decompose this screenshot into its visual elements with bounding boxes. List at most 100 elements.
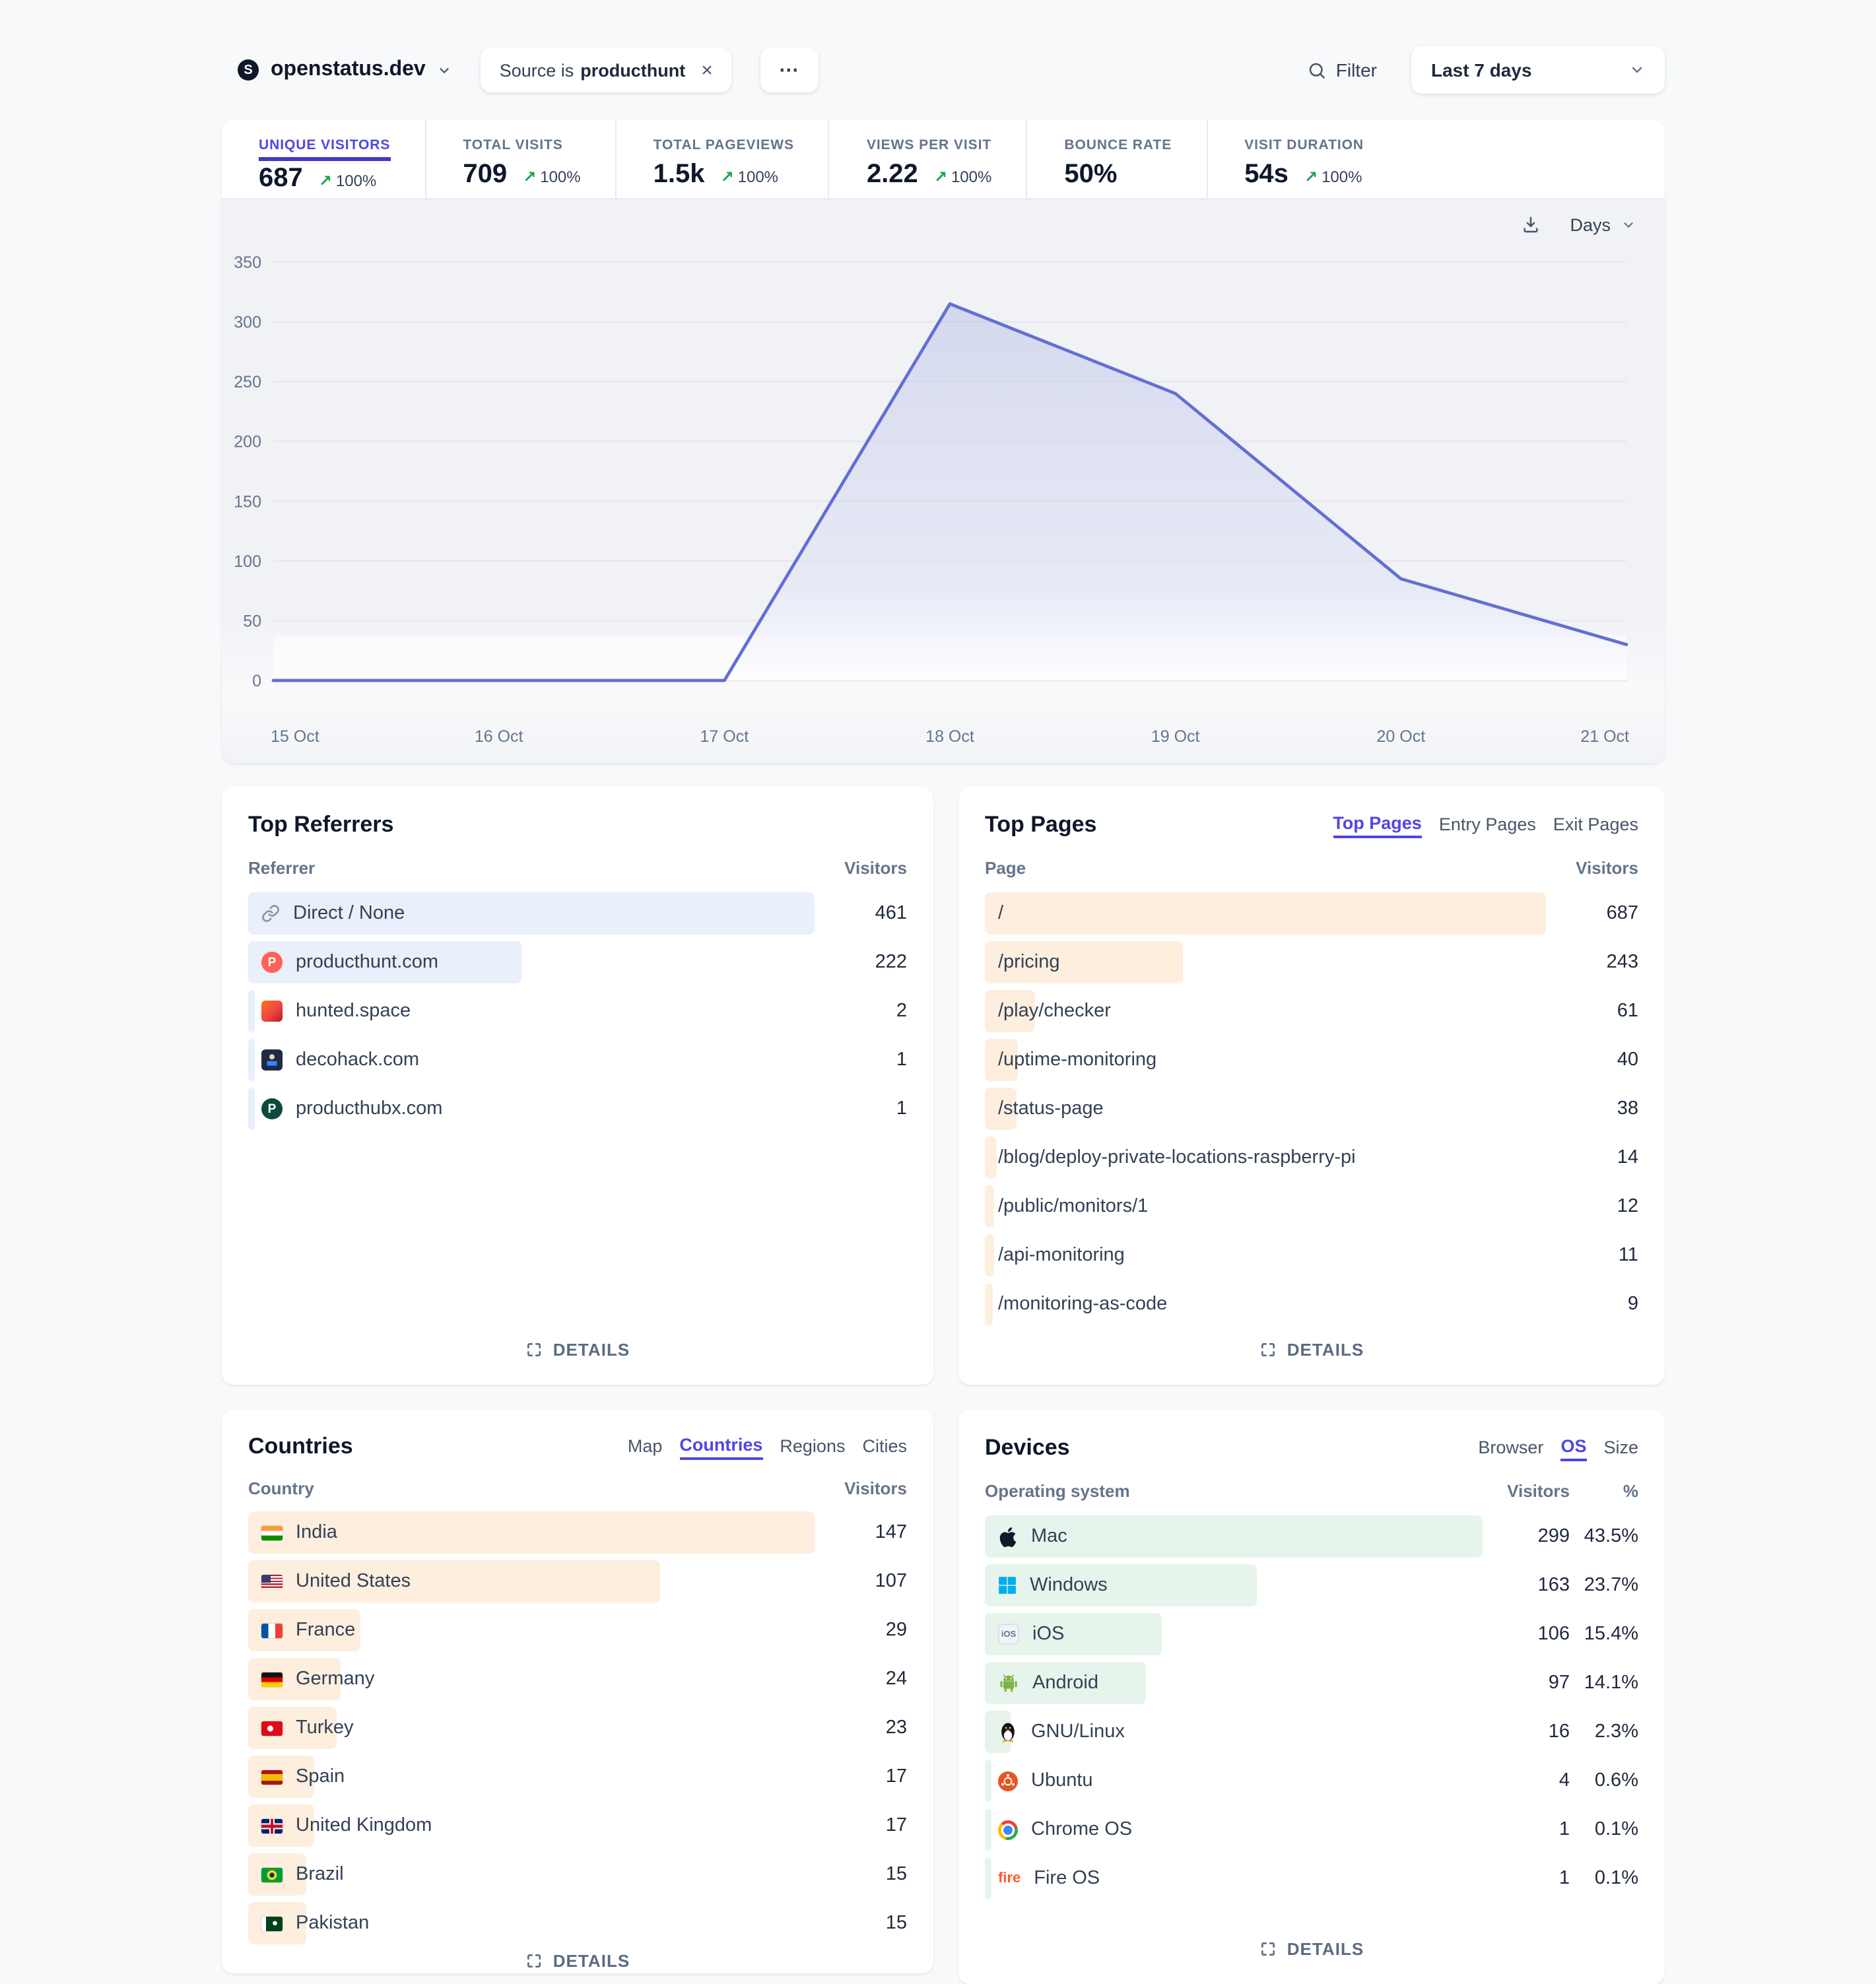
row-visitors: 1 [1558,1819,1570,1840]
stat-bounce-rate[interactable]: BOUNCE RATE 50% [1026,120,1206,198]
close-icon[interactable]: × [701,59,713,81]
row-label: /play/checker [998,1001,1111,1022]
stat-views-per-visit[interactable]: VIEWS PER VISIT 2.22 ↗ 100% [828,120,1026,198]
expand-corners-icon [1259,1340,1277,1358]
row-label: / [998,903,1004,924]
more-filters-button[interactable]: ⋯ [760,48,819,92]
details-button[interactable]: DETAILS [985,1332,1638,1366]
filter-button[interactable]: Filter [1307,59,1377,81]
tab-browser[interactable]: Browser [1478,1437,1544,1457]
tab-os[interactable]: OS [1560,1436,1587,1461]
site-selector[interactable]: S openstatus.dev [238,58,452,82]
tab-exit-pages[interactable]: Exit Pages [1553,814,1638,834]
table-row[interactable]: /public/monitors/1 12 [985,1185,1638,1228]
table-row[interactable]: Spain 17 [248,1756,907,1798]
devices-panel: Devices Browser OS Size Operating system V… [958,1410,1665,1984]
table-row[interactable]: fire Fire OS 1 0.1% [985,1857,1638,1900]
table-row[interactable]: /status-page 38 [985,1088,1638,1130]
tab-entry-pages[interactable]: Entry Pages [1438,814,1536,834]
row-visitors: 243 [1606,952,1638,973]
hunted-icon [261,1001,283,1022]
value-bar [985,1039,1018,1081]
row-visitors: 97 [1548,1672,1570,1694]
table-row[interactable]: Android 97 14.1% [985,1662,1638,1704]
table-row[interactable]: Brazil 15 [248,1853,907,1896]
tab-size[interactable]: Size [1603,1437,1638,1457]
table-row[interactable]: United States 107 [248,1560,907,1603]
table-row[interactable]: /pricing 243 [985,941,1638,983]
table-row[interactable]: / 687 [985,892,1638,935]
table-row[interactable]: Chrome OS 1 0.1% [985,1808,1638,1851]
row-label: Android [1032,1672,1098,1694]
stat-total-pageviews[interactable]: TOTAL PAGEVIEWS 1.5k ↗ 100% [615,120,828,198]
column-header: Visitors [844,858,907,878]
value-bar [985,941,1184,983]
row-label: /api-monitoring [998,1245,1125,1266]
row-label: Brazil [296,1864,344,1885]
site-favicon-icon: S [238,59,259,81]
svg-text:18 Oct: 18 Oct [925,727,974,746]
row-label: GNU/Linux [1031,1721,1125,1742]
column-header: Visitors [1507,1481,1570,1501]
expand-corners-icon [525,1340,543,1358]
stat-unique-visitors[interactable]: UNIQUE VISITORS 687 ↗ 100% [259,137,391,193]
svg-text:350: 350 [234,253,261,272]
value-bar [248,941,521,983]
row-label: Direct / None [293,903,405,924]
table-row[interactable]: Germany 24 [248,1658,907,1700]
svg-text:100: 100 [234,552,261,571]
filter-chip-source[interactable]: Source is producthunt × [481,48,731,92]
flag-pk-icon [261,1916,283,1931]
table-row[interactable]: GNU/Linux 16 2.3% [985,1711,1638,1753]
row-percent: 43.5% [1584,1526,1638,1547]
details-button[interactable]: DETAILS [248,1332,907,1366]
tab-regions[interactable]: Regions [780,1436,846,1455]
panel-title: Countries [248,1434,353,1459]
svg-text:200: 200 [234,433,261,451]
column-header: % [1623,1481,1638,1501]
row-visitors: 15 [885,1864,907,1885]
stat-total-visits[interactable]: TOTAL VISITS 709 ↗ 100% [424,120,615,198]
table-row[interactable]: /api-monitoring 11 [985,1234,1638,1276]
table-row[interactable]: Direct / None 461 [248,892,907,935]
download-icon[interactable] [1521,215,1541,235]
table-row[interactable]: /play/checker 61 [985,990,1638,1032]
stat-visit-duration[interactable]: VISIT DURATION 54s ↗ 100% [1206,120,1398,198]
details-button[interactable]: DETAILS [248,1951,907,1971]
value-bar [985,1564,1257,1606]
row-visitors: 4 [1558,1770,1570,1791]
table-row[interactable]: United Kingdom 17 [248,1804,907,1847]
tab-top-pages[interactable]: Top Pages [1333,812,1422,838]
table-row[interactable]: France 29 [248,1609,907,1651]
table-row[interactable]: Mac 299 43.5% [985,1515,1638,1558]
tab-map[interactable]: Map [627,1436,663,1455]
table-row[interactable]: decohack.com 1 [248,1039,907,1081]
details-button[interactable]: DETAILS [985,1931,1638,1966]
table-row[interactable]: /uptime-monitoring 40 [985,1039,1638,1081]
value-bar [248,1560,661,1603]
table-row[interactable]: India 147 [248,1511,907,1554]
date-range-select[interactable]: Last 7 days [1411,46,1665,94]
row-visitors: 24 [885,1669,907,1690]
table-row[interactable]: /blog/deploy-private-locations-raspberry… [985,1137,1638,1179]
row-label: Fire OS [1034,1868,1100,1889]
table-row[interactable]: Turkey 23 [248,1707,907,1749]
row-label: Ubuntu [1031,1770,1093,1791]
table-row[interactable]: hunted.space 2 [248,990,907,1032]
table-row[interactable]: Ubuntu 4 0.6% [985,1760,1638,1802]
column-header: Operating system [985,1481,1130,1501]
table-row[interactable]: Pakistan 15 [248,1902,907,1944]
tab-cities[interactable]: Cities [862,1436,907,1455]
visitors-chart[interactable]: 0 50 100 150 200 250 300 350 15 Oct 16 Oct 17 Oct 1… [222,198,1665,763]
table-row[interactable]: /monitoring-as-code 9 [985,1283,1638,1325]
row-visitors: 2 [896,1001,907,1022]
value-bar [985,1808,991,1851]
table-row[interactable]: iOS iOS 106 15.4% [985,1613,1638,1655]
interval-select[interactable]: Days [1570,215,1636,235]
table-row[interactable]: Windows 163 23.7% [985,1564,1638,1606]
tab-countries[interactable]: Countries [679,1434,763,1459]
value-bar [248,1511,815,1554]
